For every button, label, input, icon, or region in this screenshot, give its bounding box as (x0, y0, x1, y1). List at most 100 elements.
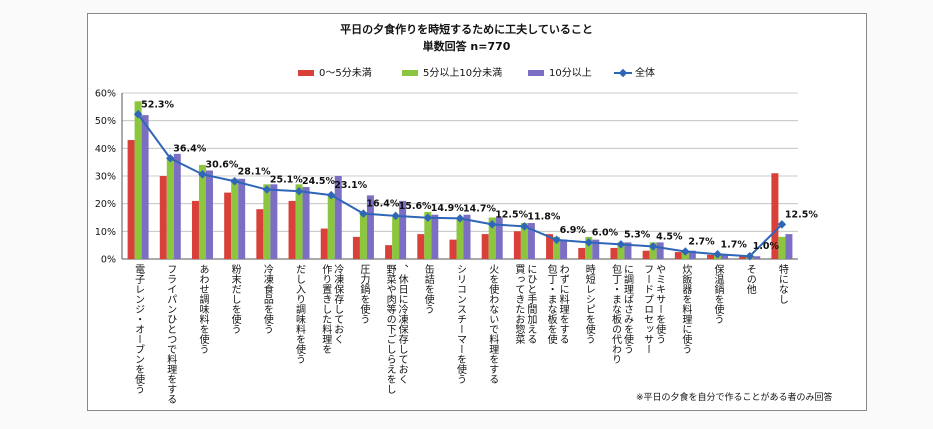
total-marker-6 (326, 190, 336, 200)
x-tick-label: フードプロセッサー (642, 264, 654, 354)
legend-label: 10分以上 (549, 68, 592, 79)
total-data-label-5: 24.5% (302, 176, 335, 187)
total-data-label-18: 1.7% (721, 239, 748, 250)
bar-1-13 (553, 236, 561, 259)
x-tick-label: 火を使わないで料理をする (487, 264, 499, 384)
x-tick-label: にひと手間加える (525, 264, 537, 344)
bar-0-1 (159, 176, 167, 259)
x-tick-label: 粉末だしを使う (229, 263, 241, 334)
legend-item-total: 全体 (614, 64, 655, 79)
x-tick-label: わずに料理をする (557, 264, 569, 344)
x-tick-label: あわせ調味料を使う (197, 264, 209, 354)
bar-1-11 (488, 217, 496, 259)
total-marker-2 (198, 170, 207, 179)
bar-1-10 (456, 217, 464, 259)
bar-0-17 (674, 252, 682, 259)
bar-1-7 (359, 211, 367, 259)
bar-0-13 (546, 234, 554, 259)
bar-0-20 (771, 173, 779, 259)
x-tick-label: その他 (744, 264, 756, 295)
bar-1-12 (520, 223, 528, 259)
bar-2-20 (785, 234, 793, 259)
legend-label: 0～5分未満 (319, 68, 372, 79)
bar-2-5 (302, 187, 310, 259)
x-tick-label: 電子レンジ・オーブンを使う (133, 264, 145, 394)
bar-1-15 (617, 242, 625, 259)
bar-2-7 (366, 195, 374, 259)
y-tick-label: 40% (95, 144, 116, 155)
bar-2-2 (205, 170, 213, 259)
total-data-label-14: 6.0% (592, 227, 619, 238)
bar-1-2 (198, 164, 206, 259)
total-data-label-4: 25.1% (270, 175, 303, 186)
chart-subtitle: 単数回答 n=770 (422, 40, 511, 53)
bar-1-4 (263, 184, 271, 259)
total-data-label-12: 11.8% (527, 211, 560, 222)
total-data-label-0: 52.3% (141, 99, 174, 110)
x-tick-label: 野菜や肉等の下ごしらえをし (384, 264, 396, 394)
bar-0-0 (127, 140, 135, 259)
legend-item-5-10: 5分以上10分未満 (402, 64, 502, 79)
legend-swatch (528, 70, 544, 76)
x-tick-label: だし入り調味料を使う (294, 264, 306, 364)
total-data-label-11: 12.5% (495, 209, 528, 220)
x-tick-label: 時短レシピを使う (583, 264, 595, 344)
total-marker-9 (423, 213, 433, 223)
x-tick-label: 保温鍋を使う (712, 263, 724, 324)
x-tick-label: 冷凍食品を使う (261, 263, 273, 334)
total-marker-8 (391, 211, 400, 221)
legend-swatch (298, 70, 314, 76)
bar-0-7 (352, 236, 360, 259)
total-data-label-9: 14.9% (431, 203, 464, 214)
total-data-label-13: 6.9% (560, 225, 587, 236)
bar-0-19 (739, 256, 747, 259)
bar-2-3 (238, 178, 246, 259)
bar-2-18 (721, 254, 729, 259)
bar-1-3 (231, 178, 239, 259)
bar-2-10 (463, 214, 471, 259)
legend-line-swatch (614, 68, 632, 78)
bar-1-8 (392, 217, 400, 259)
bar-0-11 (481, 234, 489, 259)
x-tick-label: 炊飯器を料理に使う (680, 263, 692, 354)
bar-1-14 (585, 236, 593, 259)
legend-item-0-5: 0～5分未満 (298, 64, 372, 79)
bar-2-11 (495, 217, 503, 259)
chart-title: 平日の夕食作りを時短するために工夫していること (340, 23, 593, 36)
bar-2-16 (656, 242, 664, 259)
total-marker-11 (487, 220, 497, 229)
total-data-label-16: 4.5% (656, 232, 683, 243)
chart-frame (87, 13, 867, 411)
bar-2-0 (141, 115, 149, 259)
total-marker-5 (294, 186, 304, 196)
total-data-label-6: 23.1% (334, 180, 367, 191)
bar-0-18 (707, 254, 715, 259)
total-data-label-10: 14.7% (463, 203, 496, 214)
bar-0-5 (288, 200, 296, 259)
bar-1-0 (134, 101, 142, 259)
bar-2-12 (527, 223, 535, 259)
x-tick-label: フライパンひとつで料理をする (165, 264, 177, 404)
total-data-label-2: 30.6% (205, 159, 238, 170)
bar-0-2 (191, 200, 199, 259)
total-data-label-3: 28.1% (238, 166, 271, 177)
x-tick-label: 特になし (776, 264, 788, 304)
bar-2-15 (624, 242, 632, 259)
bar-2-8 (399, 200, 407, 259)
total-marker-0 (133, 110, 143, 119)
legend: 0～5分未満 5分以上10分未満 10分以上 全体 (0, 64, 933, 79)
bar-2-13 (560, 239, 568, 259)
total-marker-4 (262, 185, 272, 194)
x-tick-label: やミキサーを使う (654, 264, 666, 344)
footnote: ※平日の夕食を自分で作ることがある者のみ回答 (636, 393, 833, 403)
bar-0-6 (320, 228, 328, 259)
legend-label: 全体 (635, 68, 655, 79)
legend-swatch (402, 70, 418, 76)
bar-0-14 (578, 247, 586, 259)
x-tick-label: 圧力鍋を使う (358, 264, 370, 324)
bar-0-15 (610, 247, 618, 259)
x-tick-label: 買ってきたお惣菜 (513, 264, 525, 345)
y-tick-label: 50% (95, 116, 116, 127)
total-data-label-17: 2.7% (688, 237, 715, 248)
